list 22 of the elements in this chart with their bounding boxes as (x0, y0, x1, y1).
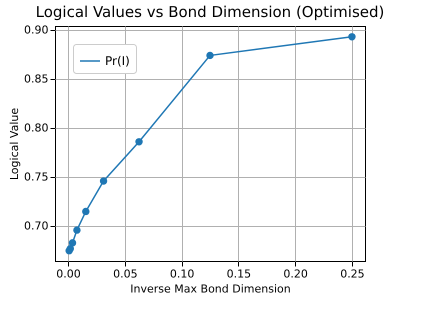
point (135, 138, 143, 146)
y-tick-label: 0.70 (24, 220, 48, 233)
point (68, 239, 76, 247)
x-tick-label: 0.20 (283, 268, 308, 280)
x-axis-title: Inverse Max Bond Dimension (130, 282, 291, 296)
x-tick-label: 0.25 (340, 268, 365, 280)
point (82, 208, 90, 216)
legend-label: Pr(I) (105, 54, 130, 68)
x-tick-label: 0.10 (170, 268, 194, 280)
y-axis-title: Logical Value (8, 108, 22, 180)
y-tick-label: 0.75 (24, 170, 48, 184)
y-tick-label: 0.90 (24, 23, 48, 36)
point (206, 52, 214, 60)
point (348, 33, 356, 40)
point (73, 226, 81, 234)
y-tick-label: 0.80 (24, 122, 48, 135)
y-tick-label: 0.85 (24, 72, 48, 86)
x-tick-label: 0.05 (113, 268, 138, 280)
x-tick-label: 0.15 (226, 268, 252, 280)
chart-title: Logical Values vs Bond Dimension (Optimised) (36, 2, 384, 21)
x-tick-label: 0.00 (56, 268, 81, 280)
point (100, 177, 108, 185)
